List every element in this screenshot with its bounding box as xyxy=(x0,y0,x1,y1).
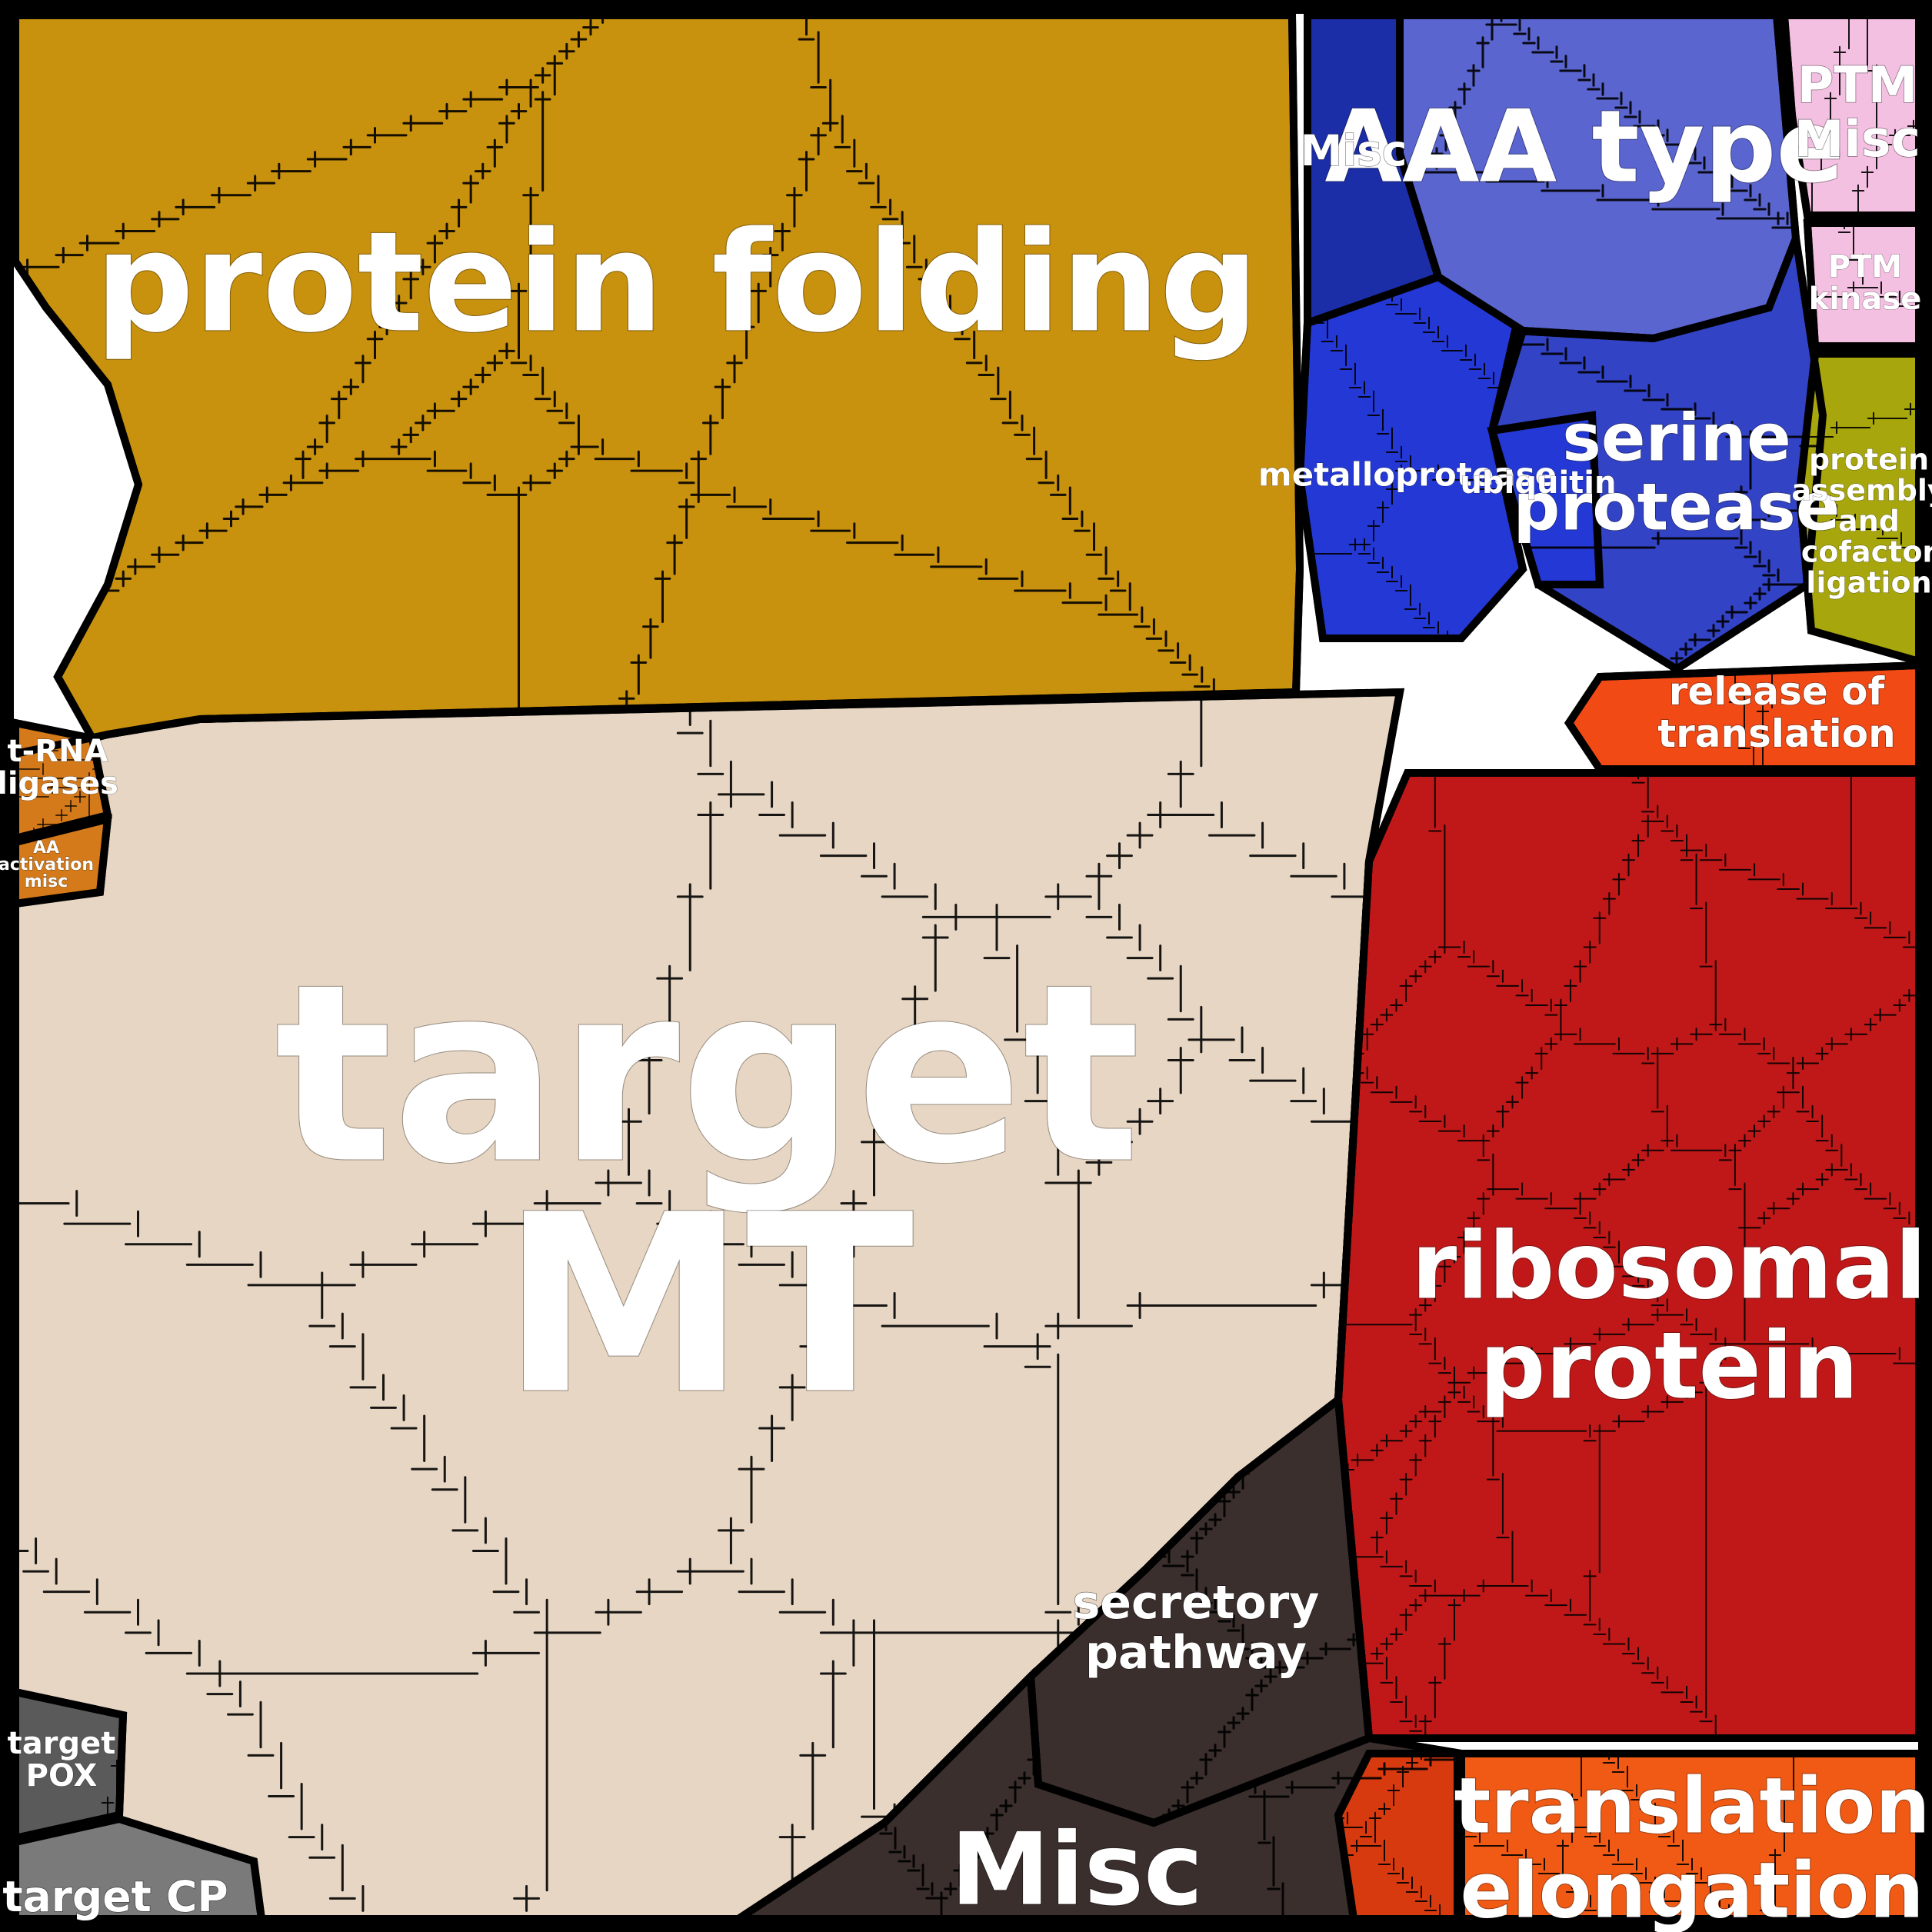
label-target-pox-line0: target xyxy=(8,1726,116,1761)
label-target-cp-line0: target CP xyxy=(2,1872,228,1921)
label-ribosomal-protein-line1: protein xyxy=(1480,1314,1859,1421)
label-protein-assembly-cofactor-line0: protein xyxy=(1809,443,1929,477)
label-ptm-misc-line1: Misc xyxy=(1794,111,1920,168)
label-secretory-pathway-line1: pathway xyxy=(1085,1626,1307,1680)
label-release-of-translation-line1: translation xyxy=(1657,711,1896,756)
label-ubiquitin-line0: ubiquitin xyxy=(1461,465,1617,501)
label-ptm-kinase-line0: PTM xyxy=(1828,249,1902,285)
label-trna-ligases-line1: ligases xyxy=(0,766,118,801)
label-target-pox-line1: POX xyxy=(26,1758,98,1794)
label-ribosomal-protein-line0: ribosomal xyxy=(1411,1214,1927,1321)
label-protein-assembly-cofactor-line3: cofactor xyxy=(1801,535,1932,569)
label-translation-elongation-line1: elongation xyxy=(1460,1845,1924,1932)
voronoi-treemap: targetMTprotein foldingribosomalproteint… xyxy=(0,0,1932,1932)
label-secretory-pathway-line0: secretory xyxy=(1073,1576,1320,1630)
label-protein-assembly-cofactor-line4: ligation xyxy=(1806,566,1931,600)
label-protein-folding-line0: protein folding xyxy=(95,202,1258,363)
region-protein-folding xyxy=(15,15,1300,738)
label-protein-assembly-cofactor-line2: and xyxy=(1838,505,1900,538)
label-target-mt-line1: MT xyxy=(501,1163,915,1449)
label-ptm-misc-line0: PTM xyxy=(1797,57,1918,115)
label-aa-activation-misc-line2: misc xyxy=(25,872,68,891)
label-ptm-kinase-line1: kinase xyxy=(1809,281,1922,317)
label-proteolysis-misc-line0: Misc xyxy=(1301,126,1407,175)
label-trna-ligases-line0: t-RNA xyxy=(8,734,108,769)
label-misc-line0: Misc xyxy=(951,1811,1203,1928)
label-release-of-translation-line0: release of xyxy=(1669,669,1886,714)
label-protein-assembly-cofactor-line1: assembly xyxy=(1791,474,1932,508)
label-translation-elongation-line0: translation xyxy=(1454,1760,1930,1850)
